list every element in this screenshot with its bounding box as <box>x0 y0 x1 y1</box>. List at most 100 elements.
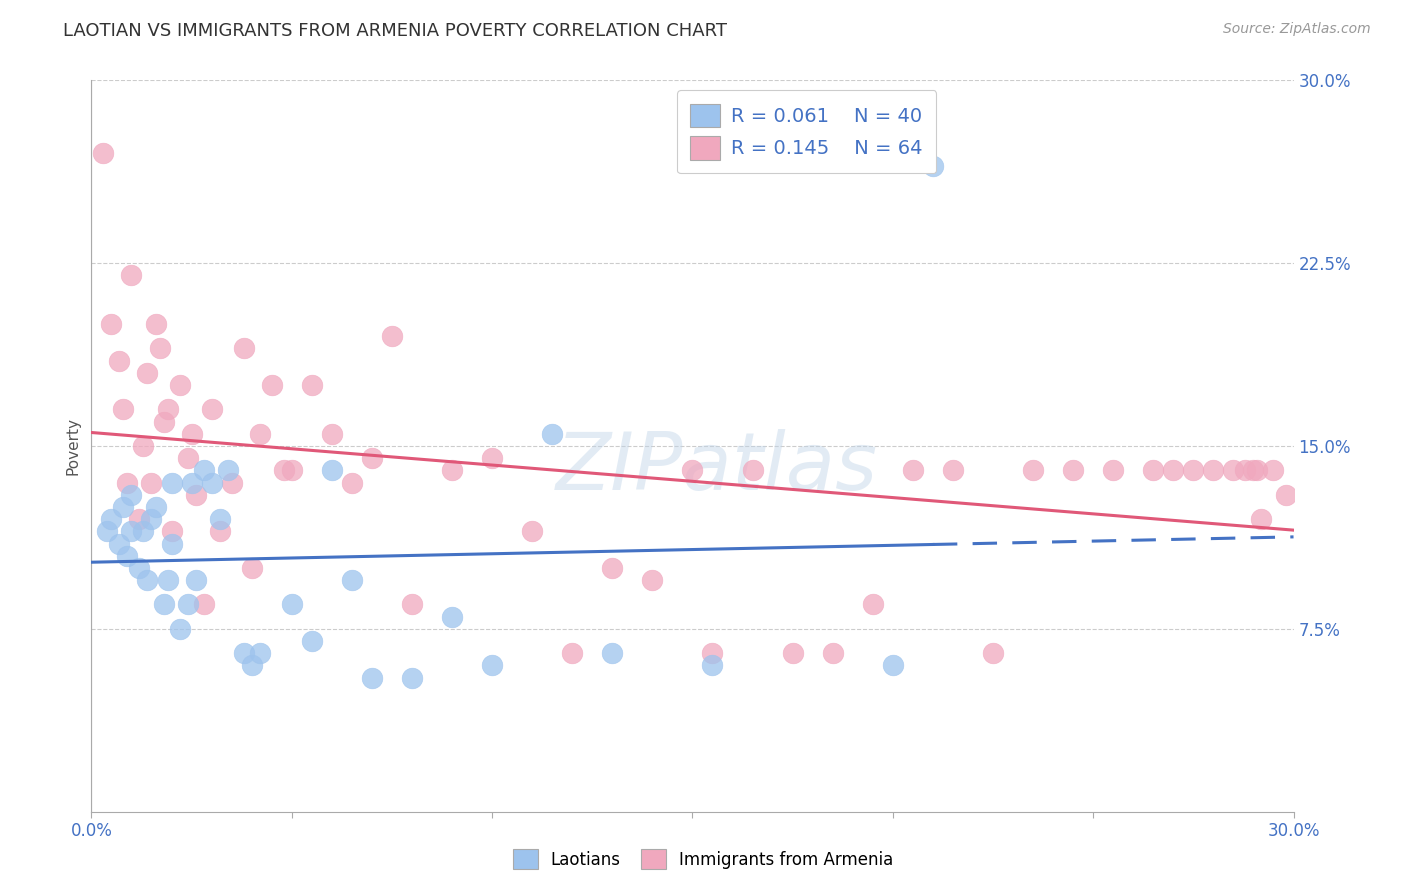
Point <box>942 463 965 477</box>
Point <box>128 561 150 575</box>
Point <box>180 475 202 490</box>
Point <box>273 463 295 477</box>
Point <box>281 598 304 612</box>
Point <box>145 317 167 331</box>
Point <box>128 512 150 526</box>
Point <box>117 549 139 563</box>
Point <box>249 646 271 660</box>
Point <box>922 159 945 173</box>
Text: ZIPatlas: ZIPatlas <box>555 429 877 507</box>
Point <box>1062 463 1084 477</box>
Point <box>381 329 404 343</box>
Point <box>1163 463 1185 477</box>
Point <box>160 536 183 550</box>
Point <box>240 658 263 673</box>
Point <box>702 658 724 673</box>
Point <box>176 451 198 466</box>
Point <box>180 426 202 441</box>
Point <box>440 463 463 477</box>
Point <box>232 342 254 356</box>
Point <box>741 463 763 477</box>
Point <box>108 536 131 550</box>
Point <box>156 402 179 417</box>
Point <box>100 512 122 526</box>
Point <box>201 402 224 417</box>
Point <box>981 646 1004 660</box>
Point <box>208 512 231 526</box>
Point <box>401 671 423 685</box>
Point <box>440 609 463 624</box>
Point <box>240 561 263 575</box>
Point <box>193 598 215 612</box>
Point <box>901 463 924 477</box>
Legend: R = 0.061    N = 40, R = 0.145    N = 64: R = 0.061 N = 40, R = 0.145 N = 64 <box>676 90 936 173</box>
Point <box>481 658 503 673</box>
Point <box>260 378 283 392</box>
Text: LAOTIAN VS IMMIGRANTS FROM ARMENIA POVERTY CORRELATION CHART: LAOTIAN VS IMMIGRANTS FROM ARMENIA POVER… <box>63 22 727 40</box>
Point <box>232 646 254 660</box>
Point <box>96 524 118 539</box>
Point <box>184 488 207 502</box>
Point <box>121 268 143 283</box>
Point <box>117 475 139 490</box>
Point <box>136 573 159 587</box>
Point <box>136 366 159 380</box>
Point <box>1246 463 1268 477</box>
Point <box>93 146 115 161</box>
Point <box>160 475 183 490</box>
Point <box>360 671 382 685</box>
Point <box>401 598 423 612</box>
Point <box>340 573 363 587</box>
Point <box>217 463 239 477</box>
Point <box>321 463 343 477</box>
Point <box>641 573 664 587</box>
Point <box>141 512 163 526</box>
Text: Source: ZipAtlas.com: Source: ZipAtlas.com <box>1223 22 1371 37</box>
Point <box>1202 463 1225 477</box>
Point <box>1182 463 1205 477</box>
Point <box>156 573 179 587</box>
Point <box>108 353 131 368</box>
Point <box>561 646 583 660</box>
Point <box>132 524 155 539</box>
Point <box>1243 463 1265 477</box>
Point <box>121 524 143 539</box>
Point <box>169 622 191 636</box>
Point <box>301 634 323 648</box>
Point <box>184 573 207 587</box>
Point <box>1022 463 1045 477</box>
Point <box>249 426 271 441</box>
Point <box>340 475 363 490</box>
Point <box>1222 463 1244 477</box>
Point <box>541 426 564 441</box>
Point <box>193 463 215 477</box>
Point <box>1274 488 1296 502</box>
Point <box>321 426 343 441</box>
Point <box>148 342 170 356</box>
Point <box>481 451 503 466</box>
Point <box>176 598 198 612</box>
Point <box>821 646 844 660</box>
Point <box>882 658 904 673</box>
Point <box>141 475 163 490</box>
Point <box>152 415 174 429</box>
Point <box>360 451 382 466</box>
Point <box>152 598 174 612</box>
Point <box>169 378 191 392</box>
Point <box>100 317 122 331</box>
Point <box>702 646 724 660</box>
Point <box>132 439 155 453</box>
Point <box>782 646 804 660</box>
Point <box>112 500 135 514</box>
Point <box>281 463 304 477</box>
Point <box>602 561 624 575</box>
Point <box>201 475 224 490</box>
Point <box>1142 463 1164 477</box>
Point <box>681 463 703 477</box>
Point <box>221 475 243 490</box>
Point <box>208 524 231 539</box>
Y-axis label: Poverty: Poverty <box>65 417 80 475</box>
Point <box>862 598 884 612</box>
Legend: Laotians, Immigrants from Armenia: Laotians, Immigrants from Armenia <box>502 838 904 880</box>
Point <box>602 646 624 660</box>
